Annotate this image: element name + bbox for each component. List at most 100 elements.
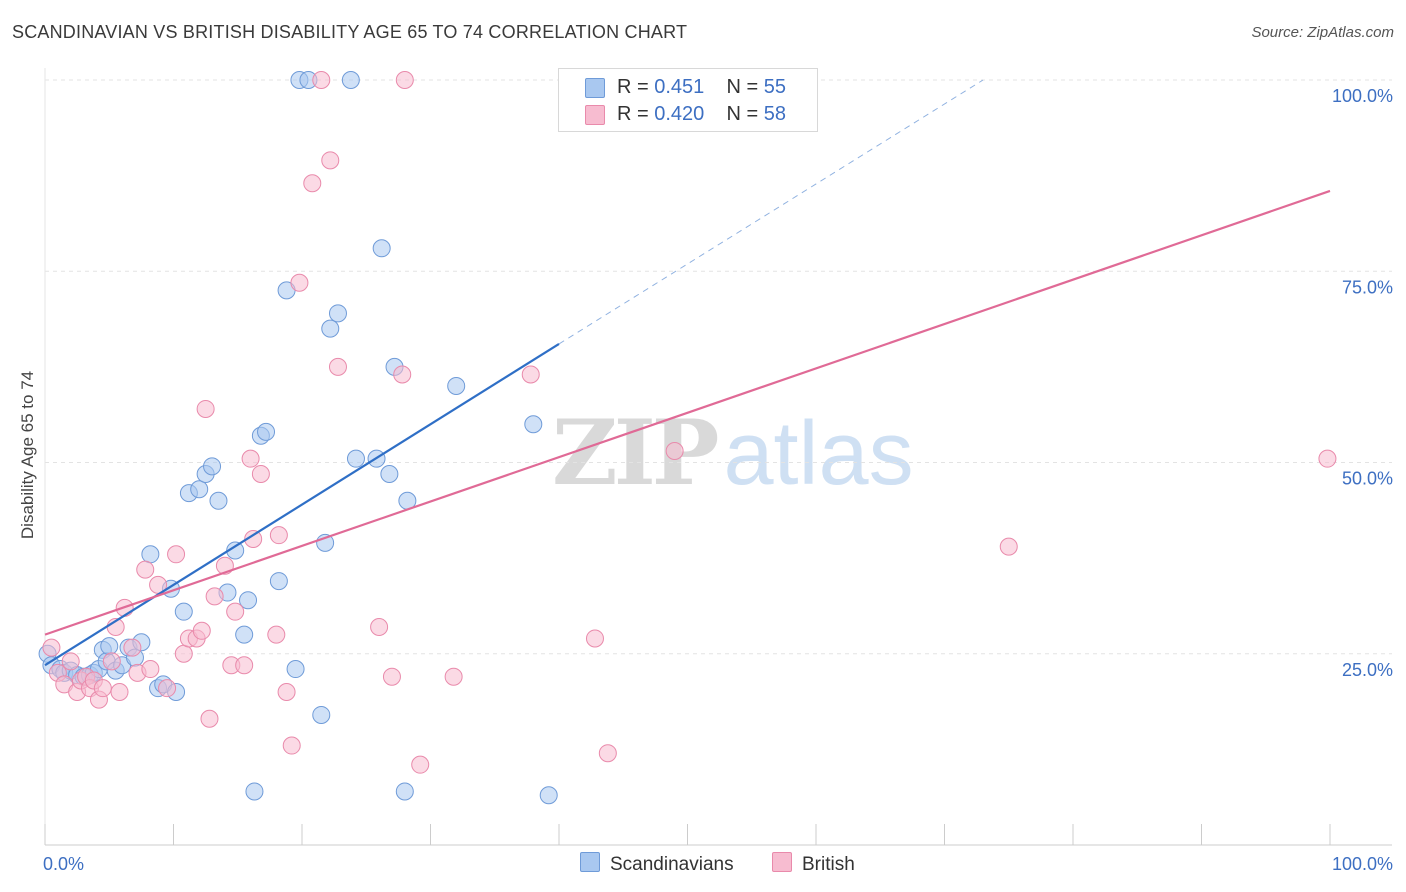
british-point [93, 679, 112, 698]
british-point [136, 560, 155, 579]
scandinavian-point [341, 71, 360, 89]
scandinavian-point [395, 782, 414, 801]
legend-r-value: 0.420 [654, 103, 705, 125]
british-point [123, 638, 142, 657]
british-point [321, 151, 340, 170]
british-point [174, 644, 193, 663]
scandinavian-point [100, 637, 119, 656]
british-trend-line [44, 189, 1331, 636]
x-tick-label: 0.0% [43, 854, 84, 874]
grid-layer [45, 79, 1392, 655]
british-point [382, 667, 401, 686]
british-point [205, 587, 224, 606]
y-tick-label: 100.0% [1332, 86, 1393, 106]
british-point [395, 71, 414, 89]
british-point [267, 625, 286, 644]
british-point [192, 621, 211, 640]
british-point [158, 679, 177, 698]
bottom-legend-scandinavians: Scandinavians [580, 852, 734, 876]
british-point [444, 667, 463, 686]
source-label: Source: ZipAtlas.com [1251, 24, 1394, 41]
british-point [393, 365, 412, 384]
bottom-legend-swatch-pink [772, 852, 792, 872]
bottom-legend-label: Scandinavians [610, 854, 734, 875]
x-tick-label: 100.0% [1332, 854, 1393, 874]
legend-n-label: N = [726, 103, 764, 125]
british-point [251, 464, 270, 483]
scandinavian-point [346, 449, 365, 468]
british-point [102, 652, 121, 671]
british-point [277, 683, 296, 701]
british-point [42, 638, 61, 657]
scandinavian-point [524, 415, 543, 434]
british-point [269, 526, 288, 545]
scandinavian-point [372, 239, 391, 258]
british-point [585, 629, 604, 648]
legend-swatch-pink [585, 105, 605, 125]
legend-swatch-blue [585, 78, 605, 98]
british-point [226, 602, 245, 621]
british-point [196, 399, 215, 418]
british-point [303, 174, 322, 193]
scandinavian-point [321, 319, 340, 338]
british-point [312, 71, 331, 89]
legend-r-value: 0.451 [654, 76, 705, 98]
scandinavian-point [209, 491, 228, 510]
british-point [244, 530, 263, 548]
scandinavian-point [141, 545, 160, 564]
legend-n-label: N = [726, 76, 764, 98]
british-point [999, 537, 1018, 556]
british-point [200, 709, 219, 728]
scandinavian-point [239, 591, 258, 610]
scandinavian-point [190, 480, 209, 499]
british-point [665, 442, 684, 461]
scandinavian-point [328, 304, 347, 323]
scandinavian-point [539, 786, 558, 805]
british-point [141, 660, 160, 679]
british-point [411, 755, 430, 774]
chart-title: SCANDINAVIAN VS BRITISH DISABILITY AGE 6… [12, 22, 688, 42]
british-point [167, 545, 186, 564]
bottom-legend-swatch-blue [580, 852, 600, 872]
tick-label-layer: 25.0% 50.0% 75.0% 100.0% 0.0% 100.0% [43, 86, 1393, 874]
scandinavian-point [286, 660, 305, 679]
british-point [110, 683, 129, 701]
scandinavian-point [203, 457, 222, 476]
y-tick-label: 75.0% [1342, 277, 1393, 297]
y-tick-label: 50.0% [1342, 469, 1393, 489]
british-point [521, 365, 540, 384]
watermark-zip: ZIP [552, 400, 719, 506]
trend-layer [44, 79, 1331, 667]
british-point [598, 744, 617, 763]
scandinavian-point [174, 602, 193, 621]
scandinavian-point [447, 377, 466, 395]
british-point [241, 449, 260, 468]
correlation-legend: R = 0.451 N = 55 R = 0.420 N = 58 [558, 68, 818, 132]
british-point [282, 736, 301, 755]
y-tick-label: 25.0% [1342, 660, 1393, 680]
british-point [290, 273, 309, 292]
scandinavian-trend-line [44, 342, 560, 667]
scandinavian-point [245, 782, 264, 801]
british-point [328, 357, 347, 376]
scandinavian-point [257, 422, 276, 441]
watermark-atlas: atlas [723, 404, 914, 504]
watermark: ZIPatlas [552, 400, 914, 506]
british-point [370, 617, 389, 636]
points-layer [38, 71, 1337, 805]
legend-n-value: 58 [763, 103, 787, 125]
scandinavian-point [380, 464, 399, 483]
scandinavian-point [235, 625, 254, 644]
bottom-legend-british: British [772, 852, 855, 876]
scandinavian-point [269, 572, 288, 591]
bottom-legend-label: British [802, 854, 855, 875]
british-point [235, 656, 254, 675]
british-point [61, 652, 80, 671]
legend-r-label: R = [617, 76, 655, 98]
legend-r-label: R = [617, 103, 655, 125]
axis-layer [44, 68, 1392, 846]
british-point [1318, 449, 1337, 468]
legend-n-value: 55 [763, 76, 787, 98]
scandinavian-point [312, 705, 331, 724]
